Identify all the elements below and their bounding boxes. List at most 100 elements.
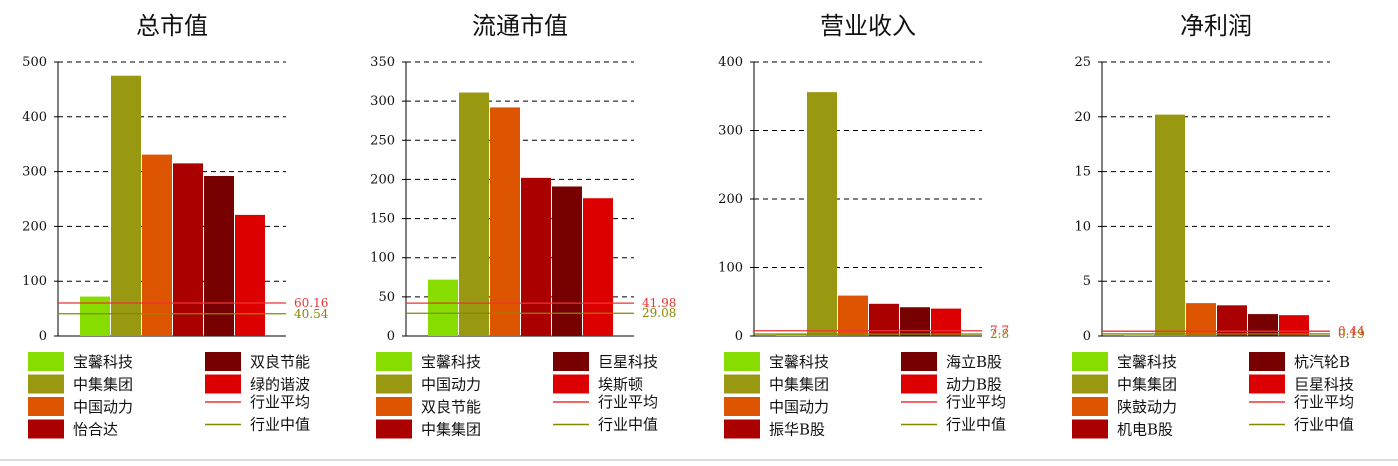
y-tick-label: 15 [1074,165,1091,180]
legend-swatch-1 [376,352,412,371]
legend-swatch-5 [553,352,589,371]
legend-swatch-2 [28,374,64,394]
y-tick-label: 20 [1074,110,1091,125]
y-tick-label: 0 [1083,329,1091,344]
bar-6 [583,198,613,336]
legend-swatch-5 [1249,352,1285,371]
chart-title: 流通市值 [472,12,568,40]
legend-label-3: 双良节能 [421,398,481,416]
bar-1 [428,279,458,336]
y-tick-label: 5 [1083,274,1091,289]
legend-label-5: 杭汽轮B [1294,353,1350,371]
y-tick-label: 200 [22,219,47,234]
legend-label-1: 宝馨科技 [73,353,133,371]
bar-2 [459,92,489,336]
bar-1 [1124,334,1154,336]
legend-label-2: 中集集团 [769,376,829,394]
bar-1 [776,333,806,336]
y-tick-label: 0 [387,329,395,344]
legend-swatch-6 [1249,374,1285,394]
y-tick-label: 400 [718,55,743,70]
legend-label-4: 怡合达 [73,421,118,439]
legend-avg-label: 行业平均 [946,393,1006,411]
legend-avg-label: 行业平均 [598,393,658,411]
bar-6 [235,214,265,336]
legend-swatch-4 [28,419,64,439]
y-tick-label: 300 [370,94,395,109]
legend-label-6: 埃斯顿 [598,376,643,394]
y-tick-label: 500 [22,55,47,70]
y-tick-label: 100 [370,251,395,266]
bar-2 [111,75,141,336]
industry-avg-label: 7.7 [990,324,1009,338]
bar-3 [838,295,868,336]
bar-6 [1279,315,1309,336]
y-tick-label: 0 [735,329,743,344]
legend-swatch-6 [205,374,241,394]
y-tick-label: 150 [370,212,395,227]
bar-3 [1186,303,1216,336]
y-tick-label: 250 [370,133,395,148]
legend-swatch-2 [376,374,412,394]
legend-label-2: 中集集团 [1117,376,1177,394]
bar-2 [807,92,837,336]
bar-5 [900,307,930,336]
legend-swatch-2 [1072,374,1108,394]
legend-swatch-3 [1072,397,1108,416]
bar-5 [552,186,582,336]
legend-label-3: 中国动力 [769,398,829,416]
legend-label-5: 巨星科技 [598,353,658,371]
legend-swatch-3 [724,397,760,416]
legend-swatch-3 [28,397,64,416]
y-tick-label: 200 [718,192,743,207]
legend-median-label: 行业中值 [250,416,310,434]
legend-avg-label: 行业平均 [250,393,310,411]
legend-swatch-1 [724,352,760,371]
industry-median-label: 29.08 [642,306,676,320]
legend-swatch-5 [205,352,241,371]
legend-median-label: 行业中值 [946,416,1006,434]
y-tick-label: 200 [370,172,395,187]
chart-title: 总市值 [136,12,208,40]
bar-6 [931,308,961,336]
legend-label-1: 宝馨科技 [1117,353,1177,371]
industry-median-label: 40.54 [294,307,329,321]
y-tick-label: 300 [718,124,743,139]
y-tick-label: 50 [378,290,395,305]
legend-label-4: 振华B股 [769,421,825,439]
legend-median-label: 行业中值 [598,416,658,434]
industry-avg-label: 41.98 [642,296,676,310]
legend-swatch-6 [553,374,589,394]
bar-2 [1155,114,1185,336]
y-tick-label: 350 [370,55,395,70]
legend-label-2: 中国动力 [421,376,481,394]
y-tick-label: 300 [22,165,47,180]
y-tick-label: 10 [1074,219,1091,234]
legend-label-6: 动力B股 [946,376,1002,394]
bar-3 [142,154,172,336]
legend-label-1: 宝馨科技 [769,353,829,371]
y-tick-label: 25 [1074,55,1091,70]
legend-swatch-4 [724,419,760,439]
legend-median-label: 行业中值 [1294,416,1354,434]
legend-swatch-1 [28,352,64,371]
legend-swatch-3 [376,397,412,416]
legend-label-4: 机电B股 [1117,421,1173,439]
legend-label-5: 海立B股 [946,353,1002,371]
legend-swatch-6 [901,374,937,394]
bar-4 [521,177,551,336]
legend-swatch-2 [724,374,760,394]
legend-label-5: 双良节能 [250,353,310,371]
bar-5 [1248,314,1278,336]
y-tick-label: 100 [22,274,47,289]
y-tick-label: 400 [22,110,47,125]
bar-3 [490,107,520,336]
bar-4 [173,163,203,336]
